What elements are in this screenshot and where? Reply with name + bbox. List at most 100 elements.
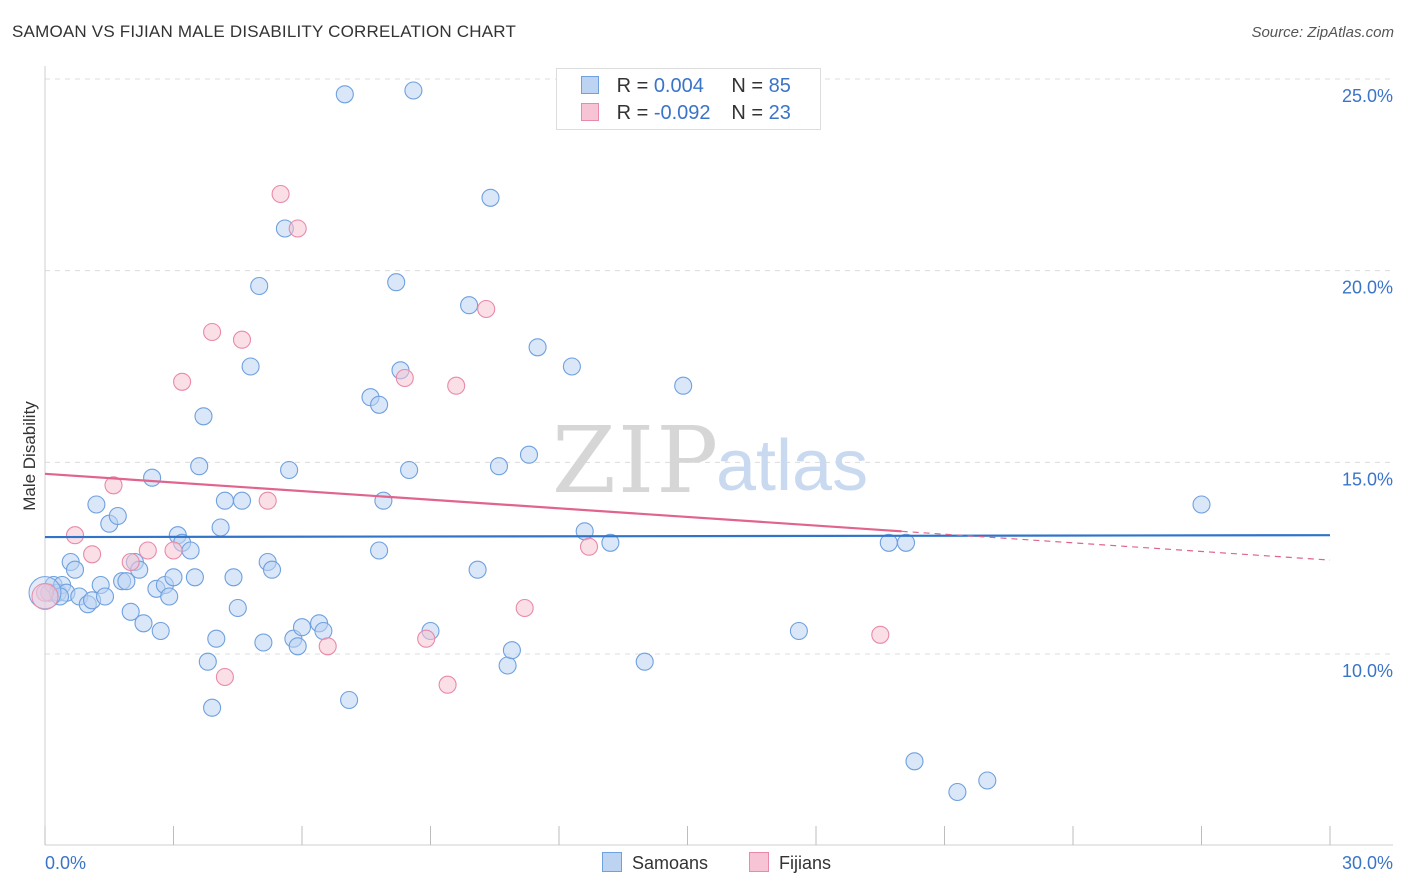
samoans-point — [65, 560, 85, 579]
samoans-point — [134, 614, 153, 633]
y-tick-label: 25.0% — [1342, 86, 1393, 106]
fijians-point — [438, 675, 457, 694]
axes — [44, 66, 1393, 846]
watermark-atlas: atlas — [716, 426, 868, 506]
samoans-point — [211, 518, 230, 537]
samoans-point — [181, 541, 200, 560]
fijians-point — [515, 598, 534, 618]
fijians-point — [288, 219, 307, 238]
samoans-point — [117, 572, 136, 591]
fijians-legend-swatch — [749, 852, 769, 872]
samoans-point — [978, 771, 997, 790]
samoans-point — [460, 296, 479, 315]
legend-r-label: R = — [616, 75, 654, 97]
samoans-point — [404, 81, 423, 100]
samoans-point — [194, 407, 213, 426]
samoans-point — [185, 568, 204, 587]
samoans-point — [370, 541, 389, 560]
samoans-point — [502, 641, 521, 660]
fijians-point — [121, 552, 140, 572]
samoans-swatch — [581, 76, 599, 94]
fijians-trend-extension — [901, 530, 1331, 561]
samoans-point — [905, 752, 924, 771]
x-tick-label: 30.0% — [1342, 853, 1393, 873]
bottom-legend-samoans: Samoans — [602, 852, 708, 874]
fijians-point — [258, 491, 277, 510]
samoans-point — [28, 576, 62, 610]
samoans-point — [635, 652, 654, 671]
y-tick-label: 20.0% — [1342, 278, 1393, 298]
legend-n-value: 23 — [768, 102, 791, 124]
fijians-point — [447, 376, 466, 395]
samoans-legend-label: Samoans — [632, 853, 709, 873]
samoans-point — [674, 376, 693, 395]
fijians-point — [203, 322, 222, 342]
data-points — [28, 81, 1211, 802]
bottom-legend-fijians: Fijians — [749, 852, 831, 874]
samoans-point — [121, 602, 140, 621]
samoans-point — [400, 460, 419, 480]
samoans-point — [254, 633, 273, 652]
samoans-point — [489, 457, 509, 476]
y-tick-label: 15.0% — [1342, 469, 1393, 489]
samoans-point — [160, 587, 179, 606]
samoans-point — [387, 273, 406, 292]
axis-labels: 10.0% 15.0% 20.0% 25.0% 0.0% 30.0% Male Disabi… — [20, 86, 1393, 873]
fijians-point — [65, 526, 85, 545]
samoans-point — [164, 568, 183, 587]
stats-legend: R = 0.004 N = 85 R = -0.092 N = 23 — [556, 68, 821, 130]
fijians-point — [138, 541, 157, 560]
fijians-point — [83, 545, 102, 564]
samoans-point — [519, 445, 539, 464]
fijians-point — [395, 368, 414, 388]
samoans-point — [207, 629, 226, 648]
legend-n-label: N = — [731, 75, 769, 97]
legend-n-label: N = — [731, 102, 769, 124]
samoans-point — [948, 782, 967, 802]
y-tick-label: 10.0% — [1342, 661, 1393, 681]
samoans-trend-line — [44, 534, 1331, 539]
samoans-point — [314, 621, 333, 641]
samoans-point — [190, 457, 209, 476]
legend-r-value: -0.092 — [653, 102, 711, 124]
samoans-point — [241, 357, 260, 376]
gridlines — [45, 78, 1393, 655]
samoans-point — [1192, 495, 1211, 514]
samoans-point — [335, 85, 354, 104]
fijians-point — [271, 184, 290, 204]
samoans-point — [95, 587, 115, 606]
samoans-point — [280, 460, 299, 480]
fijians-point — [173, 372, 192, 391]
fijians-point — [31, 583, 59, 610]
legend-row-fijians: R = -0.092 N = 23 — [581, 102, 791, 126]
samoans-point — [250, 276, 269, 296]
fijians-legend-label: Fijians — [779, 853, 832, 873]
samoans-legend-swatch — [602, 852, 622, 872]
fijians-trend-line — [44, 472, 902, 533]
fijians-point — [318, 637, 337, 656]
watermark-zip: ZIP — [552, 407, 720, 514]
samoans-point — [215, 491, 234, 510]
samoans-point — [262, 560, 282, 579]
samoans-point — [292, 618, 312, 637]
samoans-point — [789, 621, 808, 641]
samoans-point — [374, 491, 393, 510]
legend-r-label: R = — [616, 102, 654, 124]
samoans-point — [288, 637, 307, 656]
samoans-point — [896, 533, 916, 552]
samoans-point — [528, 338, 547, 357]
samoans-point — [481, 188, 500, 207]
legend-row-samoans: R = 0.004 N = 85 — [581, 75, 791, 99]
samoans-point — [370, 395, 389, 414]
fijians-point — [579, 537, 599, 556]
samoans-point — [498, 656, 517, 675]
x-tick-label: 0.0% — [45, 853, 86, 873]
fijians-point — [35, 583, 55, 602]
samoans-point — [601, 533, 620, 552]
fijians-point — [232, 330, 252, 349]
chart-title: SAMOAN VS FIJIAN MALE DISABILITY CORRELA… — [12, 22, 517, 41]
samoans-point — [203, 698, 222, 717]
legend-n-value: 85 — [768, 75, 791, 97]
fijians-point — [871, 625, 890, 644]
